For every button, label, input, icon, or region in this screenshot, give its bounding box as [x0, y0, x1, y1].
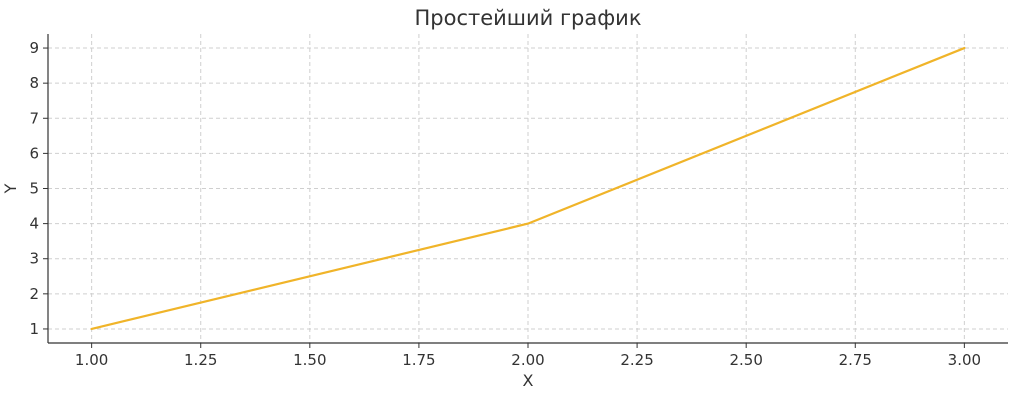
- y-tick-label: 5: [29, 180, 39, 198]
- y-tick-label: 9: [29, 39, 39, 57]
- x-tick-label: 2.00: [511, 351, 544, 369]
- x-tick-label: 2.50: [729, 351, 762, 369]
- series-line: [90, 46, 966, 331]
- y-axis-title: Y: [1, 183, 20, 194]
- x-tick-label: 2.75: [839, 351, 872, 369]
- y-tick-label: 3: [29, 250, 39, 268]
- x-tick-label: 1.50: [293, 351, 326, 369]
- series: [90, 46, 966, 331]
- y-tick-label: 8: [29, 74, 39, 92]
- x-axis-title: X: [523, 371, 534, 390]
- y-tick-label: 7: [29, 109, 39, 127]
- chart-title: Простейший график: [414, 6, 641, 30]
- y-tick-label: 2: [29, 285, 39, 303]
- x-tick-label: 1.25: [184, 351, 217, 369]
- y-tick-label: 4: [29, 215, 39, 233]
- x-tick-label: 3.00: [948, 351, 981, 369]
- x-tick-label: 2.25: [620, 351, 653, 369]
- x-tick-label: 1.00: [75, 351, 108, 369]
- y-tick-label: 6: [29, 144, 39, 162]
- x-tick-label: 1.75: [402, 351, 435, 369]
- grid: [48, 34, 1008, 343]
- y-tick-label: 1: [29, 320, 39, 338]
- ticks: 1.00 1.25 1.50 1.75 2.00 2.25 2.50 2.75 3.00 1 2 3 4…: [29, 39, 981, 369]
